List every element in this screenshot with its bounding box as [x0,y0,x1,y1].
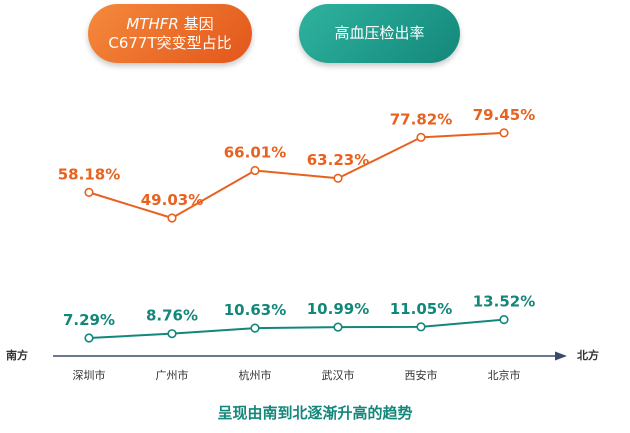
series-line-1 [88,131,505,219]
data-point-s1 [499,128,509,138]
data-label-s1: 66.01% [224,143,286,161]
axis-arrowhead [555,351,567,361]
data-label-s2: 10.99% [307,300,369,318]
legend-gene-suffix: 基因 [178,14,214,33]
data-label-s2: 7.29% [63,311,115,329]
data-point-s2 [84,333,94,343]
data-label-s1: 79.45% [473,106,535,124]
axis-right-label: 北方 [577,349,599,362]
data-point-s1 [416,132,426,142]
legend-pill-mthfr-line2: C677T突变型占比 [108,33,232,52]
data-point-s1 [84,187,94,197]
footer-caption: 呈现由南到北逐渐升高的趋势 [217,404,413,422]
data-point-s1 [333,173,343,183]
x-tick-label: 西安市 [405,368,438,382]
data-point-s2 [167,329,177,339]
series-line-2 [88,318,505,339]
data-label-s2: 13.52% [473,293,535,311]
data-label-s1: 77.82% [390,110,452,128]
data-label-s1: 63.23% [307,151,369,169]
data-label-s1: 49.03% [141,191,203,209]
legend-gene-name: MTHFR [126,14,179,33]
legend-pill-mthfr: MTHFR 基因 C677T突变型占比 [88,4,252,63]
data-point-s2 [250,323,260,333]
legend-pill-hypertension: 高血压检出率 [299,4,460,63]
data-point-s2 [416,322,426,332]
x-tick-label: 杭州市 [239,368,272,382]
data-label-s2: 8.76% [146,307,198,325]
data-label-s2: 10.63% [224,301,286,319]
x-tick-label: 广州市 [156,368,189,382]
data-point-s1 [250,165,260,176]
x-tick-label: 武汉市 [322,368,355,382]
x-tick-label: 北京市 [488,368,521,382]
data-point-s2 [333,322,343,332]
x-tick-label: 深圳市 [73,368,106,382]
legend-pill-mthfr-line1: MTHFR 基因 [126,15,213,34]
data-point-s2 [499,315,509,325]
data-label-s2: 11.05% [390,300,452,318]
data-point-s1 [167,213,177,223]
data-label-s1: 58.18% [58,165,120,183]
legend-pill-hypertension-label: 高血压检出率 [334,24,425,42]
axis-left-label: 南方 [6,349,28,362]
